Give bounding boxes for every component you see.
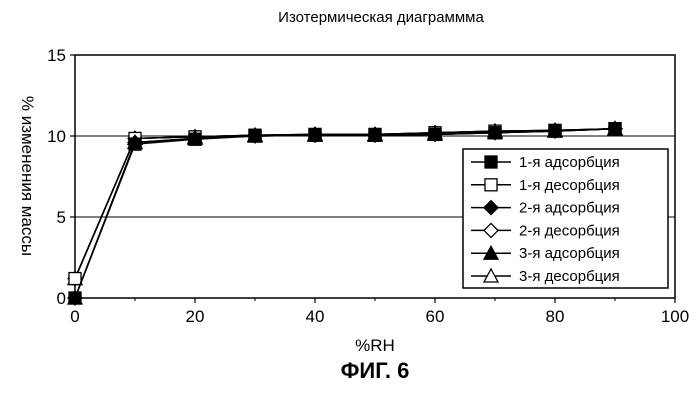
y-axis-ticks: 0 5 10 15	[47, 46, 75, 308]
legend-item-1: 1-я адсорбция	[471, 154, 620, 171]
legend-label-6: 3-я десорбция	[519, 268, 620, 285]
series-1-point-7	[488, 126, 502, 140]
y-tick-label-3: 15	[47, 46, 66, 65]
legend-box	[462, 148, 669, 289]
legend-label-5: 3-я адсорбция	[519, 245, 620, 262]
x-tick-label-2: 40	[306, 307, 325, 326]
legend: 1-я адсорбция 1-я десорбция 2-я адсорбция 2…	[462, 148, 669, 289]
x-tick-label-0: 0	[70, 307, 79, 326]
legend-marker-2	[484, 178, 498, 192]
series-1-point-2	[188, 132, 202, 146]
legend-label-3: 2-я адсорбция	[519, 200, 620, 217]
legend-marker-4	[483, 222, 499, 239]
legend-marker-6	[482, 267, 500, 283]
y-tick-label-0: 0	[57, 289, 66, 308]
series-2-point-9	[68, 271, 82, 286]
legend-marker-3	[483, 199, 499, 216]
figure-caption: ФИГ. 6	[341, 358, 410, 383]
series-1-point-8	[548, 124, 562, 138]
series-1-point-0	[68, 291, 82, 305]
legend-label-1: 1-я адсорбция	[519, 154, 620, 171]
series-line-1	[74, 127, 616, 299]
series-1-point-4	[308, 128, 322, 142]
x-axis-ticks: 0 20 40 60 80 100	[70, 298, 689, 326]
legend-label-4: 2-я десорбция	[519, 222, 620, 239]
legend-item-4: 2-я десорбция	[471, 222, 620, 239]
series-line-2	[74, 127, 616, 279]
series-1	[68, 122, 622, 305]
legend-marker-1	[484, 155, 498, 169]
x-tick-label-1: 20	[186, 307, 205, 326]
x-tick-label-4: 80	[546, 307, 565, 326]
series-1-point-6	[428, 127, 442, 142]
series-1-point-3	[248, 129, 262, 143]
legend-item-6: 3-я десорбция	[471, 267, 620, 285]
chart-title: Изотермическая диаграммма	[278, 9, 484, 26]
legend-item-2: 1-я десорбция	[471, 177, 620, 194]
x-axis-label: %RH	[355, 336, 395, 355]
legend-item-5: 3-я адсорбция	[471, 244, 620, 262]
series-1-point-1	[128, 137, 142, 151]
legend-marker-5	[482, 244, 500, 260]
legend-item-3: 2-я адсорбция	[471, 200, 620, 217]
y-tick-label-1: 5	[57, 208, 66, 227]
y-tick-label-2: 10	[47, 127, 66, 146]
series-1-point-9	[608, 122, 622, 136]
series-layer	[66, 120, 624, 306]
series-1-point-5	[368, 128, 382, 142]
y-axis-label: % изменения массы	[18, 96, 37, 256]
x-tick-label-5: 100	[661, 307, 689, 326]
x-tick-label-3: 60	[426, 307, 445, 326]
legend-label-2: 1-я десорбция	[519, 177, 620, 194]
